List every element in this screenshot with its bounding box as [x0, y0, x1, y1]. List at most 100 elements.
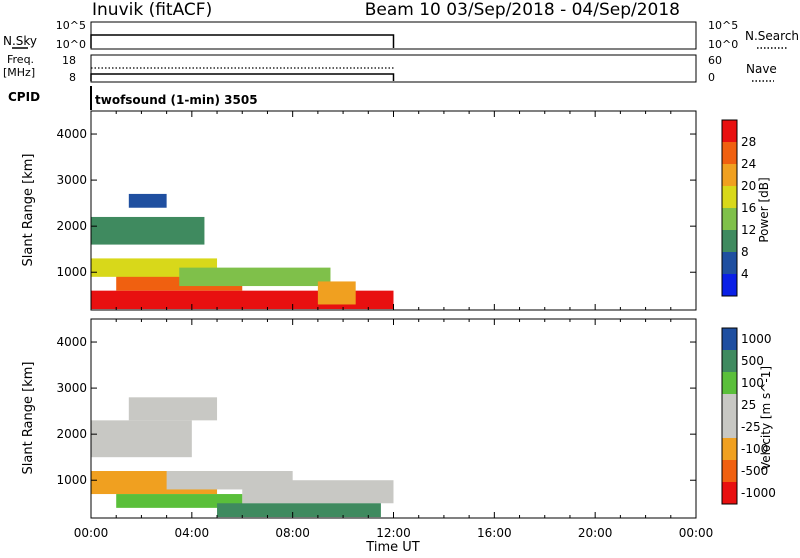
power-colorbar-tick-label: 8 — [741, 245, 749, 259]
power-colorbar-label: Power [dB] — [757, 177, 771, 242]
velocity-colorbar-swatch — [722, 372, 737, 394]
time-tick-label: 16:00 — [477, 526, 512, 540]
velocity-colorbar-swatch — [722, 482, 737, 504]
power-colorbar-swatch — [722, 208, 737, 230]
y-tick-label: 4000 — [56, 335, 87, 349]
freq-right-tick-top: 60 — [708, 54, 722, 67]
noise-panel: N.Sky 10^5 10^0 10^5 10^0 N.Search — [3, 19, 799, 51]
power-colorbar-swatch — [722, 120, 737, 142]
station-title: Inuvik (fitACF) — [92, 0, 212, 20]
power-colorbar-swatches — [722, 120, 737, 296]
y-tick-label: 1000 — [56, 265, 87, 279]
heatmap-region-1 — [128, 397, 218, 421]
heatmap-region-4 — [242, 480, 394, 504]
velocity-colorbar-frame — [721, 327, 738, 505]
heatmap-region-5 — [116, 494, 243, 508]
time-tick-label: 20:00 — [578, 526, 613, 540]
power-colorbar-tick-label: 20 — [741, 179, 756, 193]
time-tick-label: 00:00 — [74, 526, 109, 540]
y-tick-label: 3000 — [56, 173, 87, 187]
power-colorbar-tick-label: 12 — [741, 223, 756, 237]
power-colorbar-tick-label: 4 — [741, 267, 749, 281]
velocity-colorbar-swatch — [722, 416, 737, 438]
y-tick-label: 3000 — [56, 381, 87, 395]
velocity-colorbar-tick-label: -500 — [741, 464, 768, 478]
time-tick-label: 00:00 — [679, 526, 714, 540]
heatmap-region-5 — [128, 193, 167, 208]
freq-right-tick-bottom: 0 — [708, 71, 715, 84]
velocity-heatmap-cells — [91, 397, 394, 518]
heatmap-region-6 — [317, 281, 356, 305]
frequency-series — [90, 73, 395, 81]
heatmap-region-3 — [179, 267, 331, 287]
y-tick-label: 2000 — [56, 219, 87, 233]
power-panel: 1000 2000 3000 4000 Slant Range [km] — [21, 110, 697, 311]
velocity-colorbar-swatch — [722, 460, 737, 482]
velocity-colorbar-tick-label: -25 — [741, 420, 761, 434]
time-tick-label: 04:00 — [175, 526, 210, 540]
power-colorbar-swatch — [722, 186, 737, 208]
power-colorbar-swatch — [722, 274, 737, 296]
freq-right-label: Nave — [746, 62, 777, 76]
time-tick-label: 08:00 — [275, 526, 310, 540]
noise-left-tick-top: 10^5 — [56, 19, 86, 32]
velocity-colorbar-swatch — [722, 438, 737, 460]
velocity-y-axis: 1000 2000 3000 4000 — [56, 335, 696, 487]
power-colorbar-swatch — [722, 252, 737, 274]
power-colorbar-ticks: 4 8 12 16 20 24 28 — [741, 135, 756, 281]
velocity-colorbar-swatches — [722, 328, 737, 504]
power-y-axis-label: Slant Range [km] — [21, 154, 36, 267]
power-colorbar-swatch — [722, 230, 737, 252]
frequency-panel: Freq. [MHz] 18 8 60 0 Nave — [3, 53, 777, 84]
time-axis-tick-labels: 00:00 04:00 08:00 12:00 16:00 20:00 00:00 — [74, 526, 714, 540]
y-tick-label: 4000 — [56, 127, 87, 141]
velocity-colorbar-tick-label: -100 — [741, 442, 768, 456]
beam-date-title: Beam 10 03/Sep/2018 - 04/Sep/2018 — [365, 0, 680, 20]
freq-left-label-line2: [MHz] — [3, 66, 35, 79]
noise-left-label: N.Sky — [3, 34, 37, 48]
freq-left-label-line1: Freq. — [7, 53, 34, 66]
noise-right-tick-bottom: 10^0 — [708, 38, 738, 51]
power-colorbar-swatch — [722, 164, 737, 186]
velocity-colorbar-label: Velocity [m s^-1] — [759, 366, 773, 470]
power-colorbar-tick-label: 16 — [741, 201, 756, 215]
time-tick-label: 12:00 — [376, 526, 411, 540]
time-axis-label: Time UT — [365, 540, 419, 554]
power-colorbar-frame — [721, 119, 738, 297]
noise-right-label: N.Search — [745, 29, 799, 43]
cpid-text: twofsound (1-min) 3505 — [95, 93, 258, 107]
freq-left-tick-bottom: 8 — [69, 71, 76, 84]
velocity-panel: 1000 2000 3000 4000 Slant Range [km] — [21, 318, 697, 519]
noise-right-tick-top: 10^5 — [708, 19, 738, 32]
power-colorbar-swatch — [722, 142, 737, 164]
velocity-y-axis-label: Slant Range [km] — [21, 362, 36, 475]
noise-left-tick-bottom: 10^0 — [56, 38, 86, 51]
heatmap-region-0 — [91, 420, 192, 458]
heatmap-region-4 — [91, 216, 205, 245]
noise-sky-series — [90, 34, 395, 48]
velocity-colorbar-swatch — [722, 394, 737, 416]
power-heatmap-cells — [91, 193, 394, 310]
velocity-colorbar-ticks: 1000 500 100 25 -25 -100 -500 -1000 — [741, 332, 776, 500]
cpid-label: CPID — [8, 90, 40, 104]
y-tick-label: 1000 — [56, 473, 87, 487]
velocity-x-ticks — [90, 319, 697, 518]
power-colorbar: 4 8 12 16 20 24 28 Power [dB] — [721, 119, 771, 297]
y-tick-label: 2000 — [56, 427, 87, 441]
velocity-colorbar-swatch — [722, 350, 737, 372]
velocity-colorbar-tick-label: 25 — [741, 398, 756, 412]
power-y-axis: 1000 2000 3000 4000 — [56, 127, 696, 279]
velocity-colorbar-tick-label: 100 — [741, 376, 764, 390]
power-x-ticks — [90, 111, 697, 310]
heatmap-region-6 — [217, 503, 381, 518]
power-colorbar-tick-label: 28 — [741, 135, 756, 149]
freq-left-tick-top: 18 — [62, 54, 76, 67]
velocity-colorbar-tick-label: 500 — [741, 354, 764, 368]
velocity-colorbar-swatch — [722, 328, 737, 350]
power-colorbar-tick-label: 24 — [741, 157, 756, 171]
velocity-colorbar-tick-label: -1000 — [741, 486, 776, 500]
velocity-colorbar: 1000 500 100 25 -25 -100 -500 -1000 Velocity [m… — [721, 327, 776, 505]
velocity-colorbar-tick-label: 1000 — [741, 332, 772, 346]
